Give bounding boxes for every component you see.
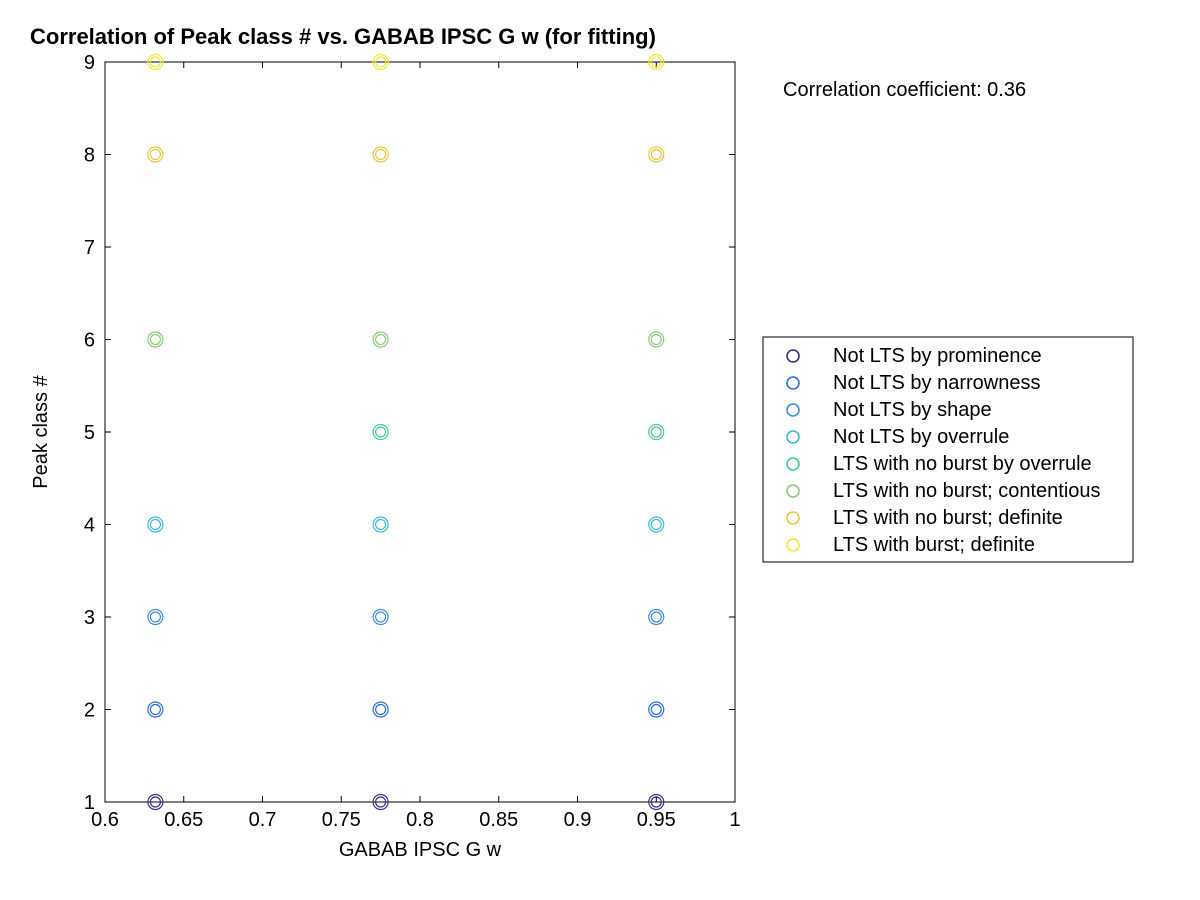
x-tick-label: 0.8 bbox=[406, 809, 434, 831]
x-tick-label: 0.7 bbox=[249, 809, 277, 831]
x-axis-label: GABAB IPSC G w bbox=[339, 839, 502, 861]
data-point bbox=[373, 702, 388, 717]
x-tick-label: 0.6 bbox=[91, 809, 119, 831]
y-tick-label: 6 bbox=[84, 330, 95, 352]
data-point bbox=[148, 332, 163, 347]
y-tick-label: 1 bbox=[84, 792, 95, 814]
data-point bbox=[148, 610, 163, 625]
y-tick-label: 2 bbox=[84, 700, 95, 722]
data-point bbox=[649, 517, 664, 532]
y-tick-label: 8 bbox=[84, 145, 95, 167]
y-tick-label: 9 bbox=[84, 52, 95, 74]
legend-label: LTS with burst; definite bbox=[833, 534, 1035, 556]
legend-label: Not LTS by overrule bbox=[833, 426, 1009, 448]
scatter-chart: Correlation of Peak class # vs. GABAB IP… bbox=[0, 0, 1200, 900]
data-point bbox=[373, 147, 388, 162]
x-tick-label: 0.95 bbox=[637, 809, 676, 831]
legend-label: Not LTS by prominence bbox=[833, 345, 1042, 367]
data-point bbox=[649, 332, 664, 347]
y-axis-label: Peak class # bbox=[30, 374, 52, 488]
data-point bbox=[148, 702, 163, 717]
x-tick-label: 1 bbox=[729, 809, 740, 831]
plot-border bbox=[105, 62, 735, 802]
legend: Not LTS by prominence Not LTS by narrowne… bbox=[763, 337, 1133, 562]
y-ticks: 1 2 3 4 5 6 7 8 9 bbox=[84, 52, 735, 814]
data-point bbox=[649, 425, 664, 440]
correlation-annotation: Correlation coefficient: 0.36 bbox=[783, 79, 1026, 101]
y-tick-label: 5 bbox=[84, 422, 95, 444]
x-tick-label: 0.75 bbox=[322, 809, 361, 831]
data-point bbox=[373, 517, 388, 532]
data-point bbox=[373, 610, 388, 625]
y-tick-label: 3 bbox=[84, 607, 95, 629]
data-point bbox=[373, 332, 388, 347]
x-ticks: 0.6 0.65 0.7 0.75 0.8 0.85 0.9 0.95 1 bbox=[91, 62, 740, 831]
data-point bbox=[649, 610, 664, 625]
y-tick-label: 4 bbox=[84, 515, 95, 537]
data-point bbox=[148, 147, 163, 162]
x-tick-label: 0.9 bbox=[564, 809, 592, 831]
data-point bbox=[373, 425, 388, 440]
data-point bbox=[649, 702, 664, 717]
x-tick-label: 0.65 bbox=[164, 809, 203, 831]
legend-label: LTS with no burst; contentious bbox=[833, 480, 1101, 502]
legend-label: LTS with no burst; definite bbox=[833, 507, 1063, 529]
legend-label: Not LTS by narrowness bbox=[833, 372, 1041, 394]
scatter-points bbox=[148, 55, 664, 810]
chart-title: Correlation of Peak class # vs. GABAB IP… bbox=[30, 24, 656, 49]
legend-label: LTS with no burst by overrule bbox=[833, 453, 1092, 475]
legend-item: LTS with no burst; contentious bbox=[787, 480, 1101, 502]
data-point bbox=[148, 517, 163, 532]
data-point bbox=[649, 147, 664, 162]
y-tick-label: 7 bbox=[84, 237, 95, 259]
x-tick-label: 0.85 bbox=[479, 809, 518, 831]
legend-label: Not LTS by shape bbox=[833, 399, 992, 421]
legend-item: LTS with no burst by overrule bbox=[787, 453, 1092, 475]
